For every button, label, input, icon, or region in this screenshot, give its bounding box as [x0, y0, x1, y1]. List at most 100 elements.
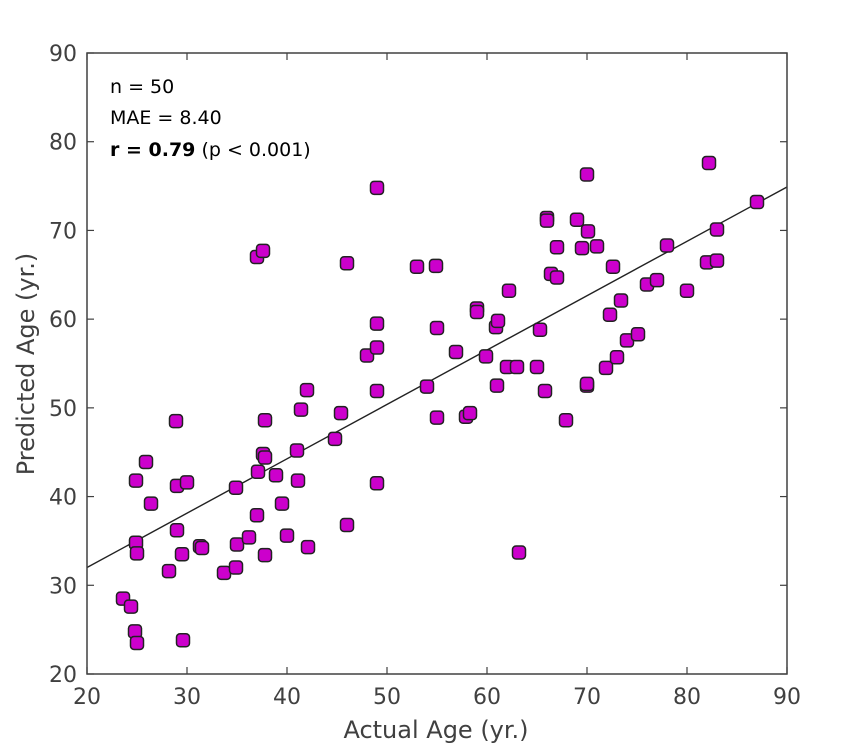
data-point — [255, 243, 271, 259]
data-point — [257, 413, 273, 428]
data-point — [529, 359, 545, 375]
data-point — [279, 528, 295, 543]
data-point — [469, 304, 485, 320]
data-point — [630, 326, 646, 342]
data-point — [580, 224, 596, 239]
data-point — [179, 475, 195, 490]
data-point — [369, 340, 385, 355]
data-point — [229, 537, 245, 552]
annotation-n: n = 50 — [110, 76, 174, 98]
data-point — [216, 565, 232, 581]
data-point — [339, 517, 355, 533]
fit-line-group — [86, 186, 788, 569]
data-point — [429, 320, 445, 336]
data-point — [501, 283, 517, 299]
data-point — [490, 313, 506, 329]
annotation-p: (p < 0.001) — [195, 139, 310, 161]
data-point — [579, 376, 595, 392]
data-point — [489, 378, 505, 393]
x-tick-label: 50 — [373, 685, 401, 710]
data-point — [602, 307, 618, 322]
data-point — [462, 405, 478, 421]
y-tick-label: 80 — [49, 131, 77, 156]
data-point — [333, 405, 349, 421]
data-point — [249, 507, 265, 523]
plot-frame — [86, 52, 788, 675]
data-point — [579, 167, 595, 182]
data-point — [649, 272, 665, 288]
data-point — [749, 194, 765, 210]
data-point — [138, 454, 154, 470]
data-point — [709, 222, 725, 237]
data-point — [274, 496, 290, 511]
data-point — [409, 259, 425, 275]
data-point — [129, 546, 145, 561]
data-point — [293, 402, 309, 417]
regression-line — [86, 186, 788, 569]
data-point — [129, 635, 145, 651]
data-point — [369, 476, 385, 491]
data-point — [339, 256, 355, 271]
data-point — [549, 270, 565, 285]
data-point — [268, 468, 284, 483]
x-tick-label: 70 — [573, 685, 601, 710]
x-tick-label: 90 — [773, 685, 801, 710]
y-tick-label: 60 — [49, 308, 77, 333]
y-tick-label: 50 — [49, 397, 77, 422]
data-point — [511, 545, 527, 560]
data-point — [228, 480, 244, 495]
x-axis-label: Actual Age (yr.) — [343, 716, 528, 744]
data-point — [701, 155, 717, 171]
data-point — [161, 563, 177, 579]
data-point — [175, 633, 191, 648]
y-axis-label: Predicted Age (yr.) — [12, 253, 40, 476]
data-point — [549, 240, 565, 255]
data-point — [369, 383, 385, 399]
y-tick-label: 20 — [49, 663, 77, 688]
y-axis-ticks: 20 30 40 50 60 70 80 90 — [49, 42, 787, 688]
data-point — [143, 496, 159, 511]
x-tick-label: 30 — [173, 685, 201, 710]
x-tick-label: 20 — [73, 685, 101, 710]
data-points — [115, 155, 765, 651]
x-tick-label: 80 — [673, 685, 701, 710]
data-point — [299, 382, 315, 398]
data-point — [428, 258, 444, 274]
annotation-correlation: r = 0.79 (p < 0.001) — [110, 139, 311, 161]
data-point — [558, 413, 574, 428]
data-point — [228, 560, 244, 575]
x-tick-label: 60 — [473, 685, 501, 710]
data-point — [289, 443, 305, 458]
data-point — [448, 344, 464, 360]
data-point — [539, 213, 555, 228]
data-point — [429, 410, 445, 425]
data-point — [369, 316, 385, 331]
data-point — [123, 599, 139, 614]
data-point — [589, 239, 605, 254]
data-point — [679, 283, 695, 299]
data-point — [174, 546, 190, 562]
data-point — [194, 540, 210, 556]
data-point — [128, 473, 144, 488]
data-point — [532, 322, 548, 338]
data-point — [509, 359, 525, 375]
y-tick-label: 70 — [49, 219, 77, 244]
data-point — [290, 473, 306, 488]
data-point — [257, 547, 273, 563]
data-point — [537, 383, 553, 399]
data-point — [613, 293, 629, 308]
y-tick-label: 40 — [49, 486, 77, 511]
data-point — [598, 360, 614, 376]
x-axis-ticks: 20 30 40 50 60 70 80 90 — [73, 53, 801, 710]
annotation-r: r = 0.79 — [110, 139, 195, 161]
x-tick-label: 40 — [273, 685, 301, 710]
data-point — [478, 349, 494, 364]
annotation-mae: MAE = 8.40 — [110, 107, 222, 129]
data-point — [369, 180, 385, 196]
data-point — [609, 350, 625, 365]
data-point — [300, 539, 316, 555]
data-point — [569, 212, 585, 228]
y-tick-label: 30 — [49, 574, 77, 599]
data-point — [419, 379, 435, 394]
